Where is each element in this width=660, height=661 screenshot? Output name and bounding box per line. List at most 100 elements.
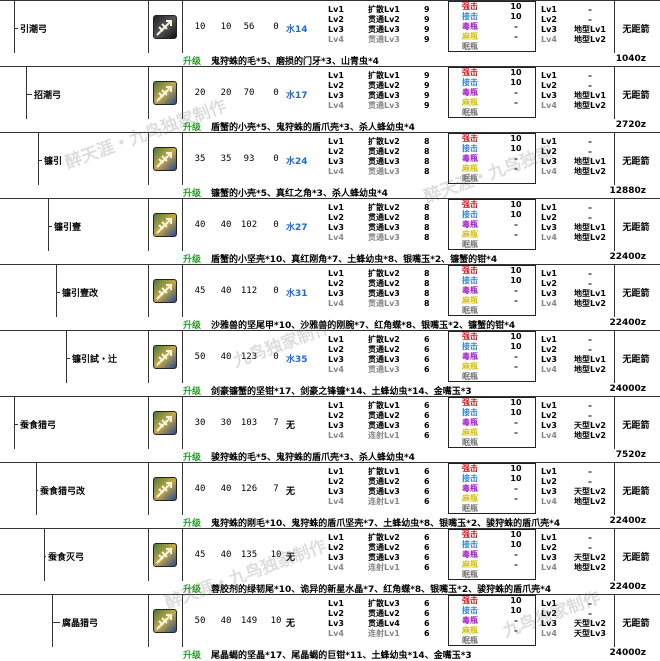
tree-branch [14, 28, 18, 29]
charge-level-col: Lv1 Lv2 Lv3 Lv4 [541, 71, 557, 111]
charge-type: – [588, 467, 592, 476]
charge-type: 地型Lv2 [574, 233, 606, 242]
shot-count: 9 [424, 5, 430, 14]
stat-slot: 10 [270, 550, 282, 560]
shot-level: Lv3 [328, 25, 344, 34]
stat-atk: 45 [194, 286, 206, 296]
shot-count: 6 [424, 421, 430, 430]
coating-name: 毒瓶 [462, 22, 478, 31]
coating-count: 10 [510, 78, 522, 87]
shot-type-col: 扩散Lv1 贯通Lv2 贯通Lv3 连射Lv1 [368, 467, 400, 507]
stat-def: 103 [240, 418, 258, 428]
shot-count: 6 [424, 497, 430, 506]
bow-icon [153, 543, 177, 567]
charge-level: Lv4 [541, 431, 557, 440]
stat-def: 149 [240, 616, 258, 626]
charge-level: Lv3 [541, 223, 557, 232]
row-divider [182, 0, 183, 53]
stat-slot: 10 [270, 616, 282, 626]
coating-name: 麻瓶 [462, 560, 478, 569]
shot-count: 6 [424, 543, 430, 552]
shot-count: 8 [424, 157, 430, 166]
charge-type: – [588, 401, 592, 410]
materials-text: 鬼狩蛛的刚毛*10、鬼狩蛛的盾爪坚壳*7、土蜂幼虫*8、银嘴玉*2、骏狩蛛的盾爪… [211, 519, 561, 529]
row-divider [182, 594, 183, 647]
shot-type: 贯通Lv3 [368, 157, 400, 166]
charge-level: Lv4 [541, 233, 557, 242]
row-divider [614, 594, 615, 647]
coating-col: 强击 接击 毒瓶 麻瓶 眠瓶 [462, 266, 478, 316]
shot-count: 6 [424, 619, 430, 628]
bow-icon [153, 477, 177, 501]
coating-name: 强击 [462, 68, 478, 77]
bow-icon [153, 345, 177, 369]
upgrade-cost: 24000z [609, 384, 646, 394]
coating-count-col: 10 10– – [506, 464, 526, 504]
coating-count: 10 [510, 398, 522, 407]
upgrade-materials-row: 升级 骏狩蛛的毛*5、鬼狩蛛的盾爪壳*3、杀人蜂幼虫*4 7520z [0, 449, 660, 463]
charge-level-col: Lv1 Lv2 Lv3 Lv4 [541, 335, 557, 375]
materials-text: 镰蟹的小壳*5、真红之角*3、杀人蜂幼虫*4 [211, 189, 388, 199]
charge-type-col: – – 天型Lv2 地型Lv2 [568, 533, 612, 573]
shot-type-col: 扩散Lv2 贯通Lv2 贯通Lv3 贯通Lv3 [368, 137, 400, 177]
charge-level: Lv3 [541, 619, 557, 628]
charge-type: 地型Lv2 [574, 365, 606, 374]
charge-type-col: – – 地型Lv1 地型Lv2 [568, 335, 612, 375]
shot-level-col: Lv1 Lv2 Lv3 Lv4 [328, 335, 344, 375]
coating-col: 强击 接击 毒瓶 麻瓶 眠瓶 [462, 2, 478, 52]
element-text: 水27 [286, 223, 308, 233]
shot-type: 贯通Lv3 [368, 355, 400, 364]
shot-level: Lv3 [328, 223, 344, 232]
materials-text: 尾晶蝎的坚晶*17、尾晶蝎的巨钳*11、土蜂幼虫*14、金嘴玉*3 [211, 651, 472, 661]
charge-level: Lv3 [541, 355, 557, 364]
coating-name: 麻瓶 [462, 362, 478, 371]
shot-type: 贯通Lv3 [368, 91, 400, 100]
shot-type: 贯通Lv3 [368, 289, 400, 298]
element-text: 无 [286, 553, 296, 563]
shot-level: Lv2 [328, 279, 344, 288]
charge-level: Lv2 [541, 279, 557, 288]
tree-connector [66, 330, 67, 396]
shot-count: 6 [424, 599, 430, 608]
shot-level-col: Lv1 Lv2 Lv3 Lv4 [328, 203, 344, 243]
coating-name: 眠瓶 [462, 240, 478, 249]
coating-name: 接击 [462, 540, 478, 549]
shot-count: 6 [424, 563, 430, 572]
coating-count: 10 [510, 596, 522, 605]
coating-count: – [514, 418, 518, 427]
upgrade-cost: 1040z [615, 54, 646, 64]
charge-type: 地型Lv2 [574, 35, 606, 44]
coating-name: 眠瓶 [462, 504, 478, 513]
charge-level: Lv2 [541, 345, 557, 354]
coating-count: – [514, 428, 518, 437]
coating-name: 毒瓶 [462, 418, 478, 427]
arc-shot-label: 无距箭 [622, 553, 650, 563]
coating-name: 毒瓶 [462, 352, 478, 361]
shot-type: 扩散Lv2 [368, 137, 400, 146]
weapon-row: 镰引 35 35 93 0 水24 Lv1 Lv2 Lv3 Lv4 扩散Lv2 贯通Lv2 贯通Lv3 贯… [0, 132, 660, 199]
coating-name: 强击 [462, 464, 478, 473]
shot-type: 贯通Lv3 [368, 35, 400, 44]
coating-name: 强击 [462, 398, 478, 407]
tree-branch [52, 622, 60, 623]
charge-level: Lv3 [541, 553, 557, 562]
shot-level-col: Lv1 Lv2 Lv3 Lv4 [328, 401, 344, 441]
shot-level-col: Lv1 Lv2 Lv3 Lv4 [328, 599, 344, 639]
materials-text: 蓉胶剂的绿韧尾*10、诡异的新星水晶*7、红角蝶*8、银嘴玉*2、骏狩蛛的盾爪壳… [211, 585, 552, 595]
shot-level: Lv3 [328, 619, 344, 628]
upgrade-materials-row: 升级 镰蟹的小壳*5、真红之角*3、杀人蜂幼虫*4 12880z [0, 185, 660, 199]
element-value: 无 [286, 550, 316, 563]
upgrade-cost: 22400z [609, 318, 646, 328]
charge-type: 地型Lv1 [574, 355, 606, 364]
shot-level: Lv3 [328, 355, 344, 364]
charge-level: Lv2 [541, 477, 557, 486]
coating-count-col: 10 10– – [506, 398, 526, 438]
shot-type: 扩散Lv1 [368, 467, 400, 476]
shot-type: 扩散Lv1 [368, 5, 400, 14]
element-text: 无 [286, 619, 296, 629]
element-value: 无 [286, 418, 316, 431]
shot-type-col: 扩散Lv1 贯通Lv2 贯通Lv3 贯通Lv3 [368, 71, 400, 111]
element-text: 无 [286, 487, 296, 497]
